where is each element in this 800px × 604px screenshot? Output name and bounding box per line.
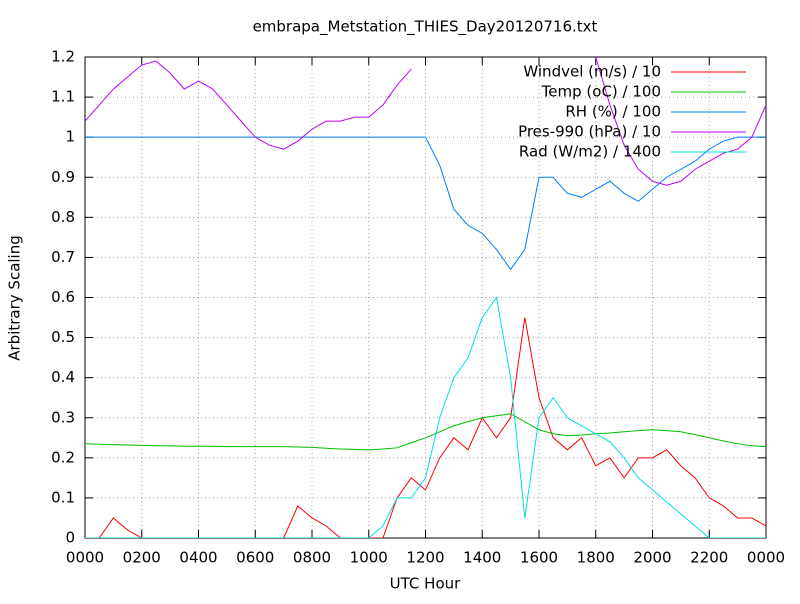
x-tick-label: 2200 [690, 549, 728, 567]
y-tick-label: 0.3 [51, 408, 75, 426]
x-axis-label: UTC Hour [390, 575, 461, 593]
chart-title: embrapa_Metstation_THIES_Day20120716.txt [253, 18, 598, 37]
y-tick-label: 0 [65, 529, 75, 547]
x-tick-label: 0000 [66, 549, 104, 567]
y-tick-label: 0.2 [51, 448, 75, 466]
y-tick-label: 1 [65, 128, 75, 146]
series-line [85, 57, 766, 186]
legend-label: Temp (oC) / 100 [541, 83, 661, 101]
x-tick-label: 1200 [406, 549, 444, 567]
y-tick-label: 1.1 [51, 88, 75, 106]
x-tick-label: 0400 [179, 549, 217, 567]
y-tick-label: 0.9 [51, 168, 75, 186]
y-tick-label: 0.1 [51, 488, 75, 506]
series-line [85, 136, 766, 271]
legend-label: Windvel (m/s) / 10 [523, 63, 661, 81]
x-tick-label: 1400 [463, 549, 501, 567]
plot-border [84, 56, 767, 539]
y-tick-label: 0.5 [51, 328, 75, 346]
x-tick-label: 1600 [520, 549, 558, 567]
x-tick-label: 1800 [577, 549, 615, 567]
y-tick-label: 0.4 [51, 368, 75, 386]
x-tick-label: 2000 [633, 549, 671, 567]
legend-label: Pres-990 (hPa) / 10 [518, 123, 661, 141]
x-tick-label: 0000 [747, 549, 785, 567]
x-tick-label: 0600 [236, 549, 274, 567]
y-tick-label: 0.7 [51, 248, 75, 266]
x-tick-label: 0800 [293, 549, 331, 567]
y-axis-label: Arbitrary Scaling [6, 235, 24, 361]
y-tick-label: 0.8 [51, 208, 75, 226]
x-tick-label: 0200 [123, 549, 161, 567]
series-line [85, 317, 766, 538]
y-tick-label: 0.6 [51, 288, 75, 306]
y-tick-label: 1.2 [51, 48, 75, 66]
plot-area [85, 57, 766, 538]
series-line [85, 413, 766, 451]
x-tick-label: 1000 [350, 549, 388, 567]
series-line [85, 296, 766, 538]
legend-label: RH (%) / 100 [565, 103, 661, 121]
legend-label: Rad (W/m2) / 1400 [519, 143, 661, 161]
